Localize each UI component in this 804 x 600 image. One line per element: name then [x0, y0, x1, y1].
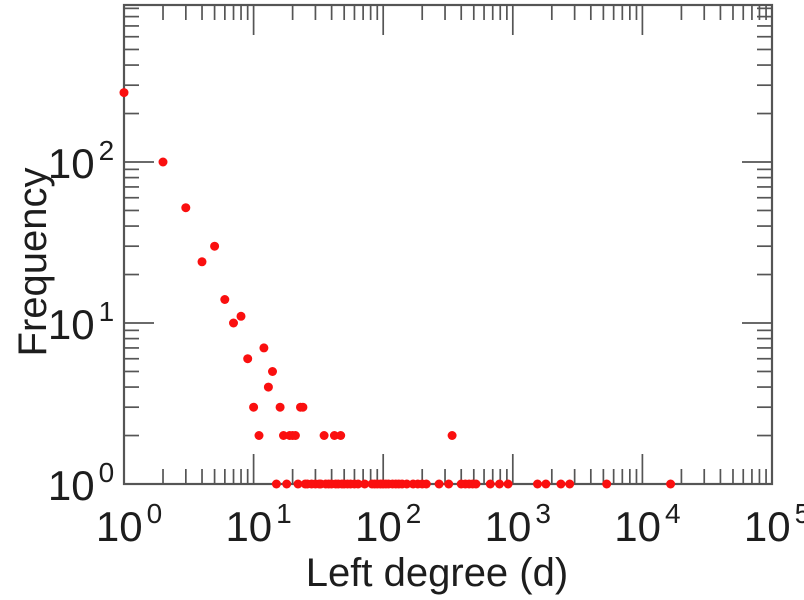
- y-tick-label-exponent: 1: [99, 296, 115, 327]
- data-point: [236, 311, 246, 321]
- data-point: [402, 479, 412, 489]
- y-tick-label: 10 1: [48, 296, 114, 348]
- data-point: [541, 479, 551, 489]
- data-point: [197, 257, 207, 267]
- x-axis-title: Left degree (d): [306, 551, 568, 595]
- data-point: [243, 354, 253, 364]
- data-point: [210, 241, 220, 251]
- data-point: [447, 431, 457, 440]
- x-tick-label: 10 0: [96, 498, 162, 550]
- data-point: [471, 479, 481, 489]
- data-point: [565, 479, 575, 489]
- data-point: [263, 382, 273, 392]
- plot-frame: [122, 3, 774, 486]
- data-point: [229, 318, 238, 328]
- data-point: [485, 479, 495, 489]
- data-point: [329, 431, 339, 440]
- data-point: [268, 367, 277, 376]
- y-tick-label-exponent: 0: [99, 457, 115, 488]
- y-axis-title: Frequency: [11, 168, 55, 357]
- data-point: [556, 479, 566, 489]
- data-point: [444, 479, 454, 489]
- y-tick-label-exponent: 2: [99, 135, 115, 166]
- data-point: [119, 88, 129, 98]
- data-point: [666, 479, 676, 489]
- data-point: [353, 479, 363, 489]
- data-points: [119, 88, 676, 489]
- y-tick-label: 10 0: [48, 457, 114, 509]
- data-point: [254, 431, 264, 440]
- data-point: [249, 402, 259, 412]
- x-tick-label: 10 3: [485, 498, 551, 550]
- data-point: [220, 295, 230, 304]
- x-tick-label: 10 2: [355, 498, 421, 550]
- x-tick-label-exponent: 4: [665, 498, 681, 529]
- data-point: [360, 479, 370, 489]
- data-point: [602, 479, 612, 489]
- data-point: [319, 431, 329, 440]
- data-point: [290, 431, 300, 440]
- data-point: [434, 479, 444, 489]
- data-point: [282, 479, 292, 489]
- data-point: [421, 479, 431, 489]
- data-point: [279, 431, 288, 440]
- data-point: [158, 157, 168, 167]
- x-tick-label-exponent: 1: [276, 498, 292, 529]
- x-tick-label-exponent: 3: [535, 498, 551, 529]
- data-point: [298, 402, 308, 412]
- data-point: [271, 479, 281, 489]
- plot-axes: [122, 3, 774, 486]
- x-tick-label-exponent: 0: [147, 498, 163, 529]
- x-tick-label-exponent: 5: [795, 498, 804, 529]
- data-point: [259, 343, 269, 353]
- x-tick-label: 10 5: [744, 498, 804, 550]
- data-point: [181, 203, 191, 213]
- data-point: [503, 479, 513, 489]
- data-point: [336, 431, 346, 440]
- x-tick-label: 10 1: [225, 498, 291, 550]
- y-tick-label: 10 2: [48, 135, 114, 187]
- x-tick-label-exponent: 2: [406, 498, 422, 529]
- data-point: [275, 402, 285, 412]
- data-point: [293, 479, 303, 489]
- x-tick-label: 10 4: [614, 498, 680, 550]
- data-point: [495, 479, 504, 489]
- data-point: [533, 479, 542, 489]
